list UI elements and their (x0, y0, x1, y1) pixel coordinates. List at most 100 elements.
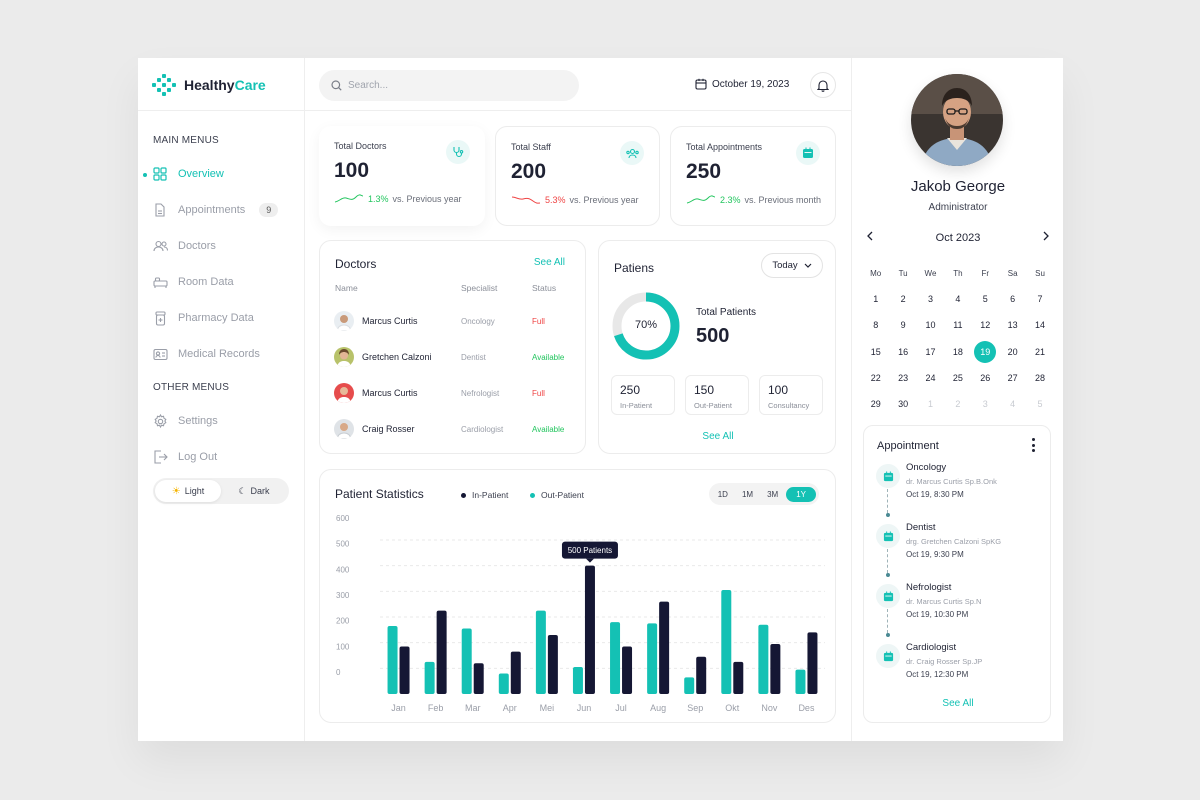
theme-toggle[interactable]: ☀ Light ☾ Dark (153, 478, 289, 504)
calendar-day[interactable]: 4 (944, 294, 971, 304)
search-bar[interactable] (319, 70, 579, 101)
bar-out-patient-des[interactable] (795, 669, 806, 694)
calendar-day[interactable]: 16 (889, 347, 916, 357)
appointment-item[interactable]: Nefrologist dr. Marcus Curtis Sp.N Oct 1… (876, 582, 1046, 626)
bar-in-patient-mei[interactable] (547, 634, 558, 694)
calendar-day[interactable]: 24 (917, 373, 944, 383)
avatar[interactable] (911, 74, 1003, 166)
bar-in-patient-sep[interactable] (696, 656, 707, 694)
range-1y-button[interactable]: 1Y (786, 486, 816, 502)
appointment-item[interactable]: Oncology dr. Marcus Curtis Sp.B.Onk Oct … (876, 462, 1046, 506)
calendar-day[interactable]: 13 (999, 320, 1026, 330)
chevron-left-icon[interactable] (866, 231, 874, 244)
calendar-day[interactable]: 12 (972, 320, 999, 330)
calendar-day[interactable]: 29 (862, 399, 889, 409)
calendar-day[interactable]: 5 (1026, 399, 1053, 409)
calendar-day[interactable]: 30 (889, 399, 916, 409)
calendar-day-selected[interactable]: 19 (972, 340, 999, 363)
calendar-day[interactable]: 14 (1026, 320, 1053, 330)
bar-in-patient-jan[interactable] (399, 646, 410, 694)
bell-icon (817, 79, 829, 92)
calendar-day[interactable]: 15 (862, 347, 889, 357)
bar-out-patient-okt[interactable] (721, 590, 732, 694)
bar-out-patient-jan[interactable] (387, 625, 398, 694)
bar-in-patient-apr[interactable] (510, 651, 521, 694)
bar-in-patient-mar[interactable] (473, 663, 484, 694)
sidebar-item-logout[interactable]: Log Out (152, 449, 217, 465)
calendar-icon (876, 524, 900, 548)
calendar-day[interactable]: 27 (999, 373, 1026, 383)
sidebar-item-overview[interactable]: Overview (152, 166, 224, 182)
table-row[interactable]: Gretchen Calzoni Dentist Available (334, 345, 574, 369)
calendar-day[interactable]: 4 (999, 399, 1026, 409)
bar-out-patient-jun[interactable] (572, 667, 583, 694)
appointment-item[interactable]: Dentist drg. Gretchen Calzoni SpKG Oct 1… (876, 522, 1046, 566)
bar-out-patient-aug[interactable] (647, 623, 658, 694)
bar-out-patient-mar[interactable] (461, 628, 472, 694)
calendar-day[interactable]: 28 (1026, 373, 1053, 383)
calendar-day[interactable]: 17 (917, 347, 944, 357)
sidebar-item-room-data[interactable]: Room Data (152, 274, 234, 290)
calendar-day[interactable]: 25 (944, 373, 971, 383)
brand-logo[interactable]: HealthyCare (152, 74, 266, 96)
range-1d-button[interactable]: 1D (717, 489, 728, 499)
table-row[interactable]: Craig Rosser Cardiologist Available (334, 417, 574, 441)
bar-in-patient-jul[interactable] (622, 646, 633, 694)
calendar-day[interactable]: 1 (862, 294, 889, 304)
appointment-item[interactable]: Cardiologist dr. Craig Rosser Sp.JP Oct … (876, 642, 1046, 686)
chevron-right-icon[interactable] (1042, 231, 1050, 244)
calendar-day[interactable]: 21 (1026, 347, 1053, 357)
more-options-icon[interactable] (1030, 438, 1036, 452)
table-row[interactable]: Marcus Curtis Oncology Full (334, 309, 574, 333)
notification-button[interactable] (810, 72, 836, 98)
app-window: HealthyCare MAIN MENUS Overview Appointm… (138, 58, 1063, 741)
bar-out-patient-sep[interactable] (684, 677, 695, 694)
sidebar-item-settings[interactable]: Settings (152, 413, 218, 429)
range-3m-button[interactable]: 3M (767, 489, 779, 499)
bar-out-patient-feb[interactable] (424, 661, 435, 694)
bar-out-patient-nov[interactable] (758, 624, 769, 694)
theme-light-option[interactable]: ☀ Light (155, 480, 221, 502)
stat-card-doctors[interactable]: Total Doctors 100 1.3% vs. Previous year (319, 126, 485, 226)
stat-card-staff[interactable]: Total Staff 200 5.3% vs. Previous year (495, 126, 660, 226)
bar-out-patient-jul[interactable] (610, 622, 621, 694)
calendar-day[interactable]: 11 (944, 320, 971, 330)
table-row[interactable]: Marcus Curtis Nefrologist Full (334, 381, 574, 405)
bar-in-patient-aug[interactable] (659, 601, 670, 694)
bar-in-patient-feb[interactable] (436, 610, 447, 694)
sidebar-item-doctors[interactable]: Doctors (152, 238, 216, 254)
calendar-day[interactable]: 18 (944, 347, 971, 357)
bar-out-patient-mei[interactable] (535, 610, 546, 694)
bar-in-patient-jun[interactable] (584, 565, 595, 694)
doctors-see-all-link[interactable]: See All (533, 257, 565, 268)
sidebar-item-appointments[interactable]: Appointments 9 (152, 202, 279, 218)
bar-in-patient-okt[interactable] (733, 661, 744, 694)
calendar-day[interactable]: 8 (862, 320, 889, 330)
theme-dark-option[interactable]: ☾ Dark (221, 480, 287, 502)
bar-in-patient-des[interactable] (807, 632, 818, 694)
sidebar-item-pharmacy-data[interactable]: Pharmacy Data (152, 310, 254, 326)
patients-see-all-link[interactable]: See All (702, 431, 734, 442)
calendar-day[interactable]: 3 (917, 294, 944, 304)
calendar-day[interactable]: 26 (972, 373, 999, 383)
calendar-day[interactable]: 9 (889, 320, 916, 330)
calendar-day[interactable]: 1 (917, 399, 944, 409)
calendar-day[interactable]: 23 (889, 373, 916, 383)
appointments-see-all-link[interactable]: See All (942, 698, 974, 709)
calendar-day[interactable]: 7 (1026, 294, 1053, 304)
calendar-day[interactable]: 6 (999, 294, 1026, 304)
range-1m-button[interactable]: 1M (741, 489, 754, 499)
stat-card-appointments[interactable]: Total Appointments 250 2.3% vs. Previous… (670, 126, 836, 226)
bar-out-patient-apr[interactable] (498, 673, 509, 694)
calendar-day[interactable]: 2 (889, 294, 916, 304)
calendar-day[interactable]: 20 (999, 347, 1026, 357)
calendar-day[interactable]: 3 (972, 399, 999, 409)
calendar-day[interactable]: 22 (862, 373, 889, 383)
bar-in-patient-nov[interactable] (770, 643, 781, 694)
calendar-day[interactable]: 5 (972, 294, 999, 304)
period-dropdown[interactable]: Today (761, 253, 823, 278)
search-input[interactable] (348, 80, 548, 91)
sidebar-item-medical-records[interactable]: Medical Records (152, 346, 260, 362)
calendar-day[interactable]: 10 (917, 320, 944, 330)
calendar-day[interactable]: 2 (944, 399, 971, 409)
